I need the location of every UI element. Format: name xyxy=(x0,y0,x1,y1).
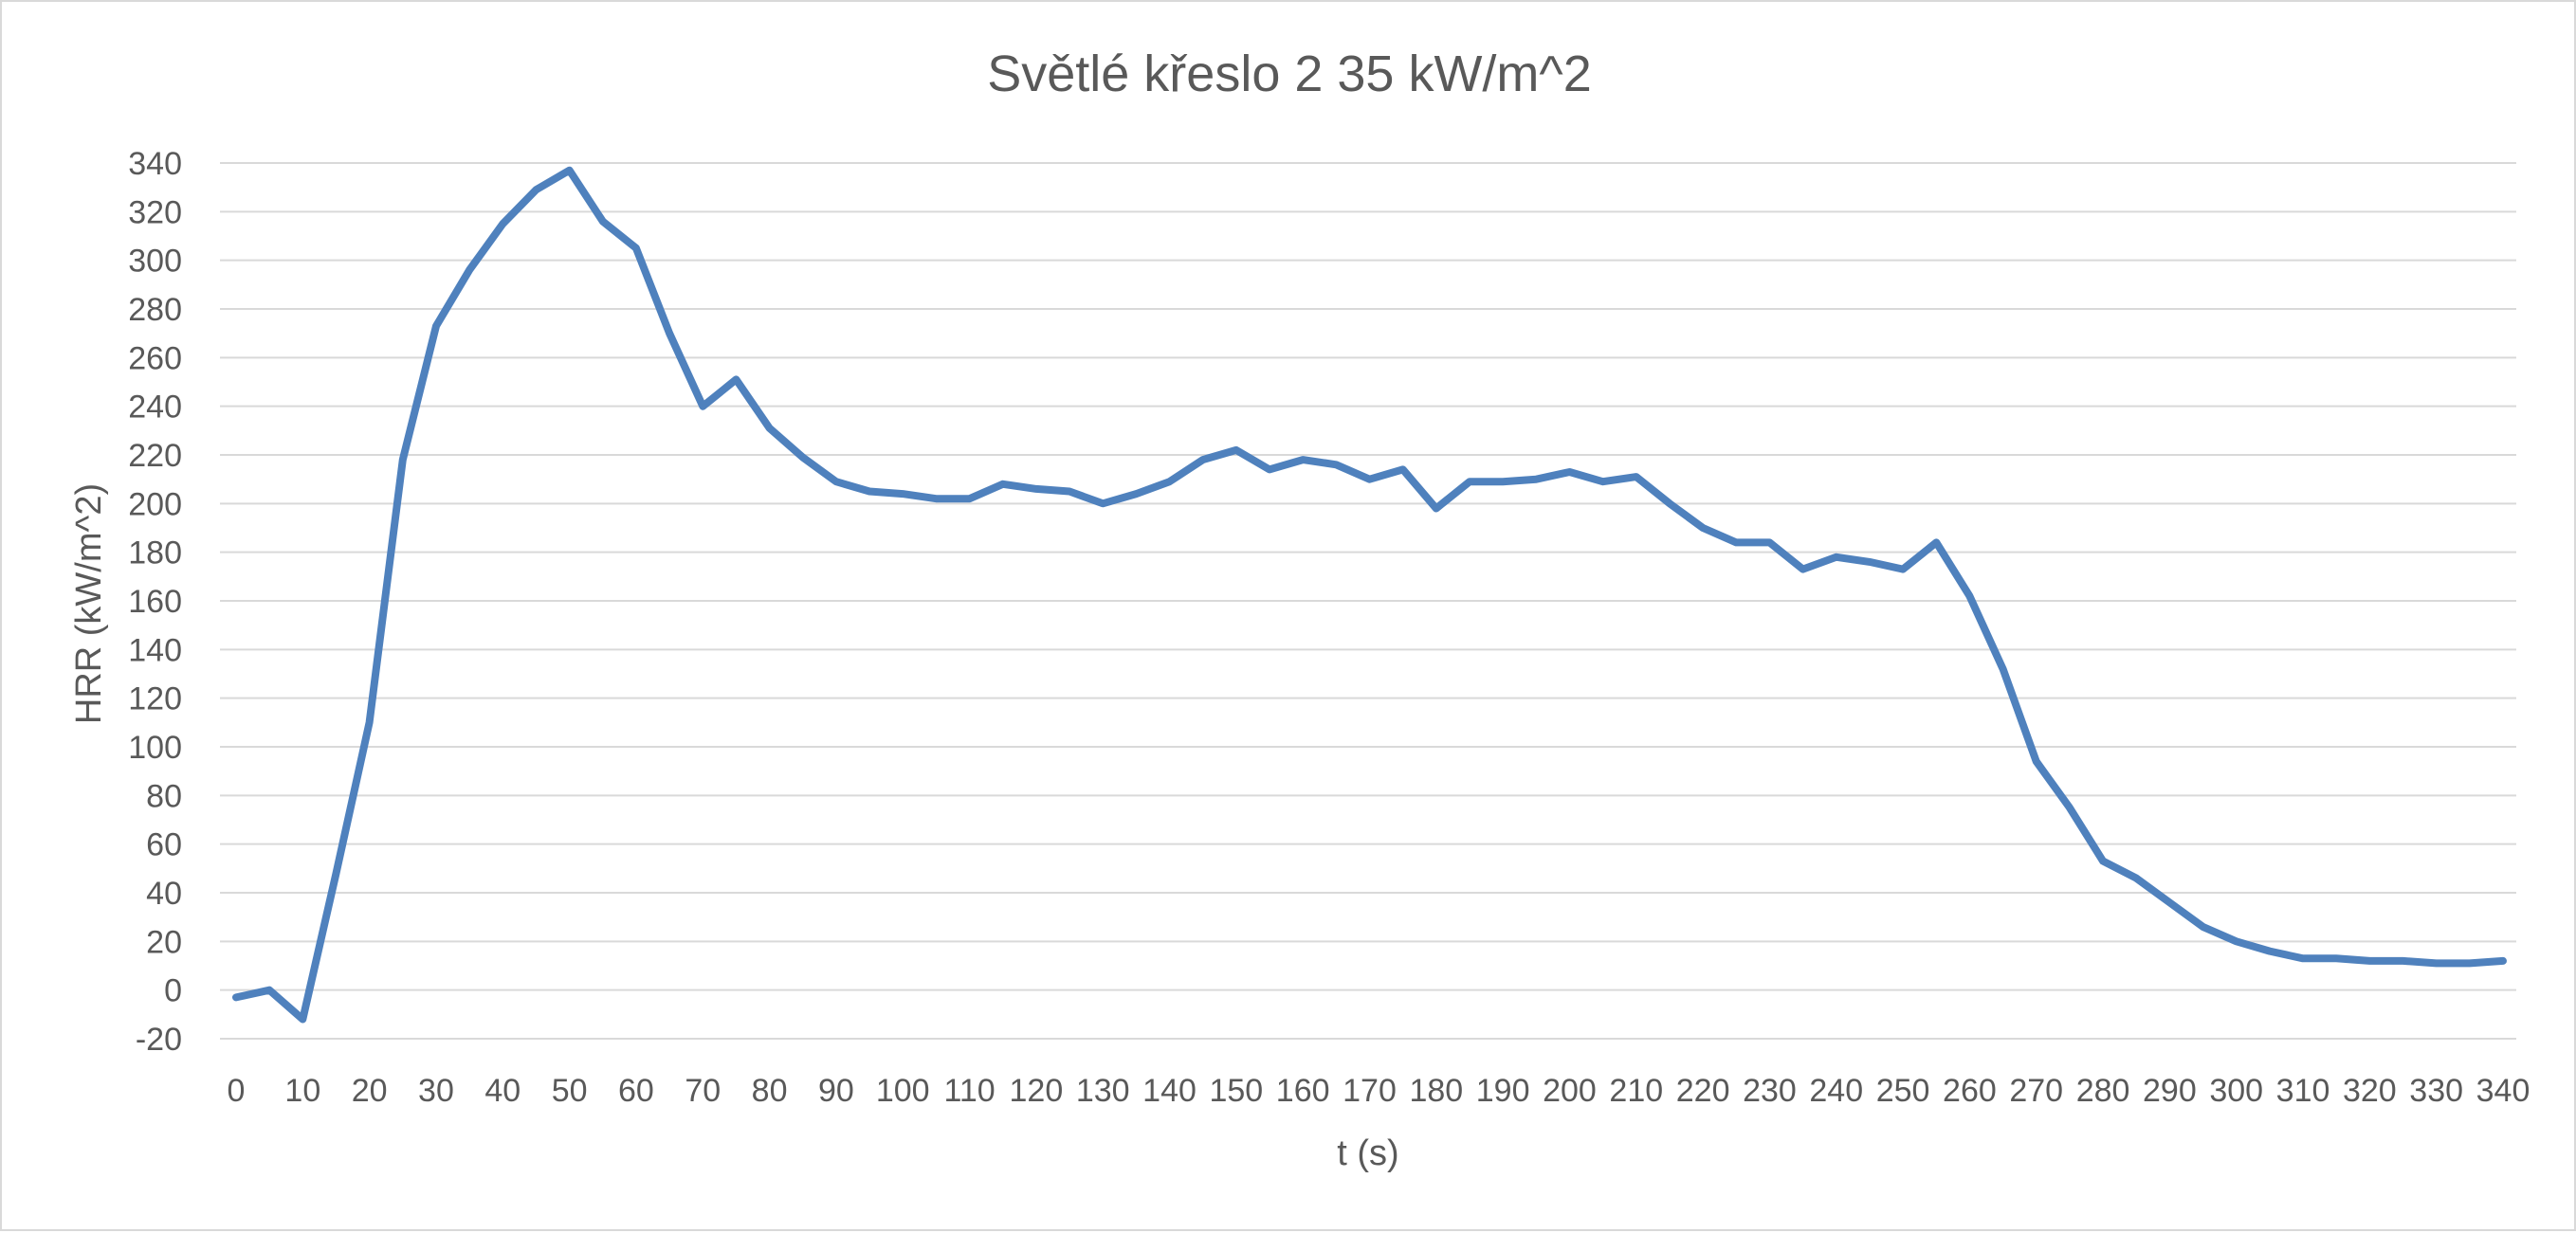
x-tick-label: 120 xyxy=(1010,1073,1064,1109)
y-tick-label: 100 xyxy=(128,730,182,766)
y-tick-label: 60 xyxy=(146,827,182,863)
x-tick-label: 100 xyxy=(876,1073,930,1109)
x-tick-label: 150 xyxy=(1209,1073,1263,1109)
x-tick-label: 70 xyxy=(685,1073,721,1109)
x-tick-label: 10 xyxy=(284,1073,320,1109)
y-tick-label: 300 xyxy=(128,244,182,280)
gridlines xyxy=(220,162,2516,1040)
x-tick-label: 310 xyxy=(2276,1073,2330,1109)
x-tick-label: 240 xyxy=(1809,1073,1863,1109)
x-tick-label: 90 xyxy=(818,1073,854,1109)
x-tick-label: 160 xyxy=(1276,1073,1330,1109)
x-tick-label: 220 xyxy=(1676,1073,1730,1109)
y-tick-label: 320 xyxy=(128,194,182,230)
x-tick-label: 230 xyxy=(1743,1073,1797,1109)
x-tick-label: 130 xyxy=(1076,1073,1130,1109)
x-tick-label: 110 xyxy=(943,1073,995,1109)
x-tick-label: 320 xyxy=(2343,1073,2397,1109)
x-tick-label: 30 xyxy=(418,1073,454,1109)
x-axis-title: t (s) xyxy=(1337,1133,1398,1173)
series-line-hrr xyxy=(232,166,2507,1024)
x-tick-label: 60 xyxy=(618,1073,654,1109)
series-layer xyxy=(232,166,2507,1024)
y-tick-label: 180 xyxy=(128,535,182,571)
x-tick-label: 20 xyxy=(352,1073,388,1109)
y-tick-label: -20 xyxy=(136,1022,182,1058)
x-tick-label: 260 xyxy=(1943,1073,1997,1109)
y-tick-label: 40 xyxy=(146,876,182,912)
x-tick-label: 80 xyxy=(752,1073,788,1109)
x-tick-label: 140 xyxy=(1142,1073,1197,1109)
x-axis-tick-labels: 0 10 20 30 40 50 60 70 80 90 100 110 120 130 140 150 160… xyxy=(228,1073,2530,1109)
y-tick-label: 20 xyxy=(146,924,182,960)
x-tick-label: 290 xyxy=(2143,1073,2197,1109)
x-tick-label: 170 xyxy=(1343,1073,1397,1109)
x-tick-label: 180 xyxy=(1409,1073,1463,1109)
y-axis-title: HRR (kW/m^2) xyxy=(69,483,109,724)
y-axis-tick-labels: -20 0 20 40 60 80 100 120 140 160 180 200 220 240 260 2… xyxy=(128,146,182,1058)
x-tick-label: 200 xyxy=(1543,1073,1597,1109)
y-tick-label: 340 xyxy=(128,146,182,182)
y-tick-label: 120 xyxy=(128,681,182,717)
chart-title: Světlé křeslo 2 35 kW/m^2 xyxy=(987,45,1592,102)
x-tick-label: 280 xyxy=(2076,1073,2130,1109)
x-tick-label: 210 xyxy=(1609,1073,1663,1109)
x-tick-label: 250 xyxy=(1876,1073,1930,1109)
y-tick-label: 200 xyxy=(128,486,182,522)
y-tick-label: 260 xyxy=(128,340,182,376)
x-tick-label: 270 xyxy=(2009,1073,2063,1109)
y-tick-label: 80 xyxy=(146,778,182,814)
x-tick-label: 50 xyxy=(552,1073,588,1109)
y-tick-label: 0 xyxy=(164,973,182,1009)
x-tick-label: 0 xyxy=(228,1073,246,1109)
x-tick-label: 190 xyxy=(1476,1073,1530,1109)
y-tick-label: 220 xyxy=(128,438,182,474)
y-tick-label: 280 xyxy=(128,292,182,328)
x-tick-label: 300 xyxy=(2209,1073,2263,1109)
x-tick-label: 40 xyxy=(484,1073,521,1109)
y-tick-label: 140 xyxy=(128,632,182,668)
x-tick-label: 340 xyxy=(2476,1073,2530,1109)
y-tick-label: 240 xyxy=(128,390,182,426)
y-tick-label: 160 xyxy=(128,584,182,620)
x-tick-label: 330 xyxy=(2409,1073,2463,1109)
